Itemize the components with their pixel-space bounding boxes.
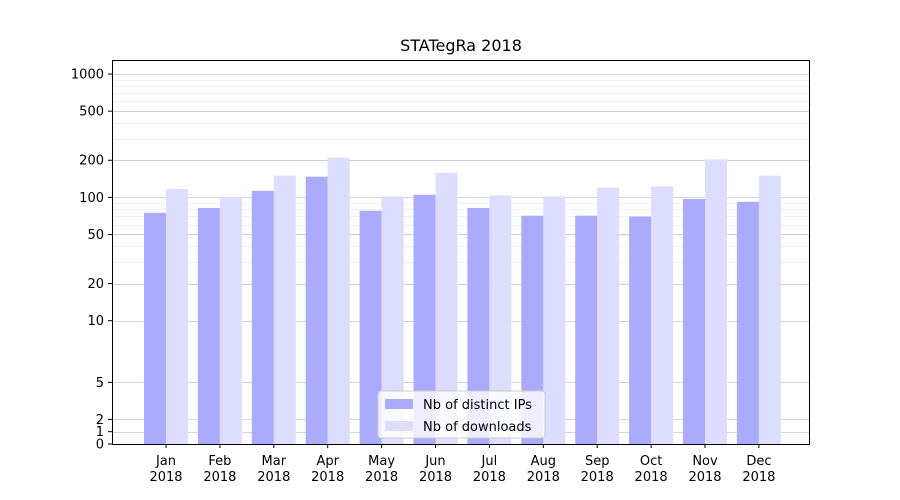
bar — [521, 215, 544, 444]
x-tick-label: Aug 2018 — [527, 454, 560, 485]
bars — [144, 157, 781, 445]
bar — [197, 208, 220, 444]
chart-title: STATegRa 2018 — [400, 36, 522, 55]
bar — [273, 175, 296, 444]
bar — [597, 187, 620, 444]
y-tick-label: 500 — [79, 105, 104, 120]
bar — [144, 212, 166, 444]
x-axis: Jan 2018 Feb 2018 Mar 2018 Apr 2018 May 2018 Jun 20… — [149, 444, 775, 485]
bar — [251, 190, 274, 444]
x-tick-label: May 2018 — [365, 454, 398, 485]
y-tick-label: 1 — [96, 425, 104, 440]
x-tick-label: Feb 2018 — [203, 454, 236, 485]
bar — [575, 215, 598, 444]
bar — [359, 210, 382, 444]
bar — [467, 208, 490, 444]
legend-label: Nb of downloads — [423, 420, 532, 435]
bar — [705, 159, 727, 444]
legend-label: Nb of distinct IPs — [423, 398, 532, 413]
legend: Nb of distinct IPs Nb of downloads — [377, 390, 546, 439]
bar — [651, 186, 674, 445]
x-tick-label: Jan 2018 — [149, 454, 182, 485]
y-tick-label: 2 — [96, 413, 104, 428]
bar — [435, 172, 458, 444]
x-tick-label: Dec 2018 — [742, 454, 775, 485]
y-tick-label: 50 — [87, 228, 104, 243]
y-tick-label: 5 — [96, 376, 104, 391]
x-tick-label: Mar 2018 — [257, 454, 290, 485]
legend-swatch — [385, 421, 413, 431]
bar — [413, 194, 436, 444]
bar — [166, 189, 188, 444]
x-tick-label: Jun 2018 — [419, 454, 452, 485]
bar — [489, 195, 512, 444]
bar — [758, 175, 781, 444]
y-tick-label: 200 — [79, 154, 104, 169]
y-tick-label: 100 — [79, 191, 104, 206]
x-tick-label: Oct 2018 — [635, 454, 668, 485]
y-tick-label: 10 — [87, 314, 104, 329]
legend-box — [377, 390, 546, 439]
bar — [219, 197, 242, 444]
y-tick-label: 0 — [96, 438, 104, 453]
y-tick-label: 1000 — [71, 68, 104, 83]
x-tick-label: Apr 2018 — [311, 454, 344, 485]
x-tick-label: Nov 2018 — [688, 454, 721, 485]
bar — [736, 201, 759, 444]
y-tick-label: 20 — [87, 277, 104, 292]
bar — [629, 216, 652, 444]
x-tick-label: Sep 2018 — [581, 454, 614, 485]
bar — [683, 199, 705, 444]
bar — [543, 196, 566, 444]
x-tick-label: Jul 2018 — [473, 454, 506, 485]
bar — [305, 176, 328, 444]
plot-frame — [112, 60, 810, 445]
y-axis: 012 5 10 20 50 100 200 500 1000 — [71, 68, 112, 453]
bar — [327, 157, 350, 444]
bar — [381, 196, 404, 444]
legend-swatch — [385, 399, 413, 409]
